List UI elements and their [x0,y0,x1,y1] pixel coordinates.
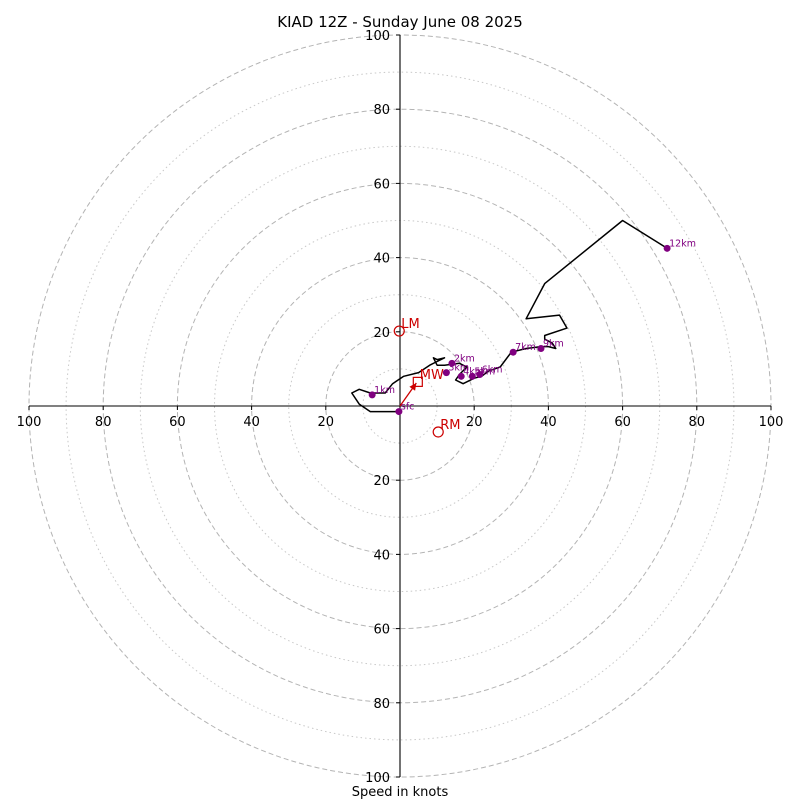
height-marker-1km [368,391,376,399]
chart-title: KIAD 12Z - Sunday June 08 2025 [277,13,523,31]
height-marker-sfc [395,408,403,416]
height-label-2km: 2km [454,353,475,364]
height-label-3km: 3km [448,363,469,374]
height-label-6km: 6km [482,364,503,375]
y-tick-label: 20 [373,326,390,341]
height-marker-12km [663,244,671,252]
x-axis-label: Speed in knots [352,785,449,800]
height-label-1km: 1km [374,385,395,396]
y-tick-label: 100 [365,29,390,44]
height-label-sfc: sfc [401,402,415,413]
y-tick-label: 60 [373,177,390,192]
y-tick-label: 100 [365,771,390,786]
x-tick-label: 80 [689,415,706,430]
hodograph-line [351,219,668,413]
y-tick-label: 20 [373,474,390,489]
height-marker-9km [537,344,545,352]
y-tick-label: 40 [373,252,390,267]
height-marker-7km [509,348,517,356]
y-tick-label: 80 [373,103,390,118]
storm-label-rm: RM [440,418,460,433]
height-label-4km: 4km [463,366,484,377]
height-marker-4km [457,372,465,380]
storm-marker-rm [432,426,444,438]
x-tick-label: 100 [17,415,42,430]
height-marker-5km [468,372,476,380]
x-tick-label: 80 [95,415,112,430]
storm-motion-markers: LM MW RM [393,317,460,438]
hodograph-trace [351,219,668,413]
storm-marker-mw [412,376,423,387]
x-tick-label: 60 [614,415,631,430]
height-label-12km: 12km [669,238,696,249]
y-tick-label: 80 [373,697,390,712]
height-marker-2km [448,359,456,367]
x-tick-label: 20 [318,415,335,430]
height-marker-6km [476,370,484,378]
height-label-9km: 9km [543,338,564,349]
storm-label-lm: LM [401,317,419,332]
x-tick-label: 100 [759,415,784,430]
storm-label-mw: MW [420,368,444,383]
x-tick-label: 40 [540,415,557,430]
height-label-7km: 7km [515,342,536,353]
x-tick-label: 20 [466,415,483,430]
height-label-5km: 5km [474,366,495,377]
height-marker-3km [442,369,450,377]
y-tick-label: 60 [373,623,390,638]
x-tick-label: 40 [243,415,260,430]
y-tick-label: 40 [373,548,390,563]
x-tick-label: 60 [169,415,186,430]
storm-marker-lm [393,325,405,337]
tick-labels: 100 80 60 40 20 20 40 60 80 100 100 80 60 40 20 20 40 60 8… [17,29,784,786]
